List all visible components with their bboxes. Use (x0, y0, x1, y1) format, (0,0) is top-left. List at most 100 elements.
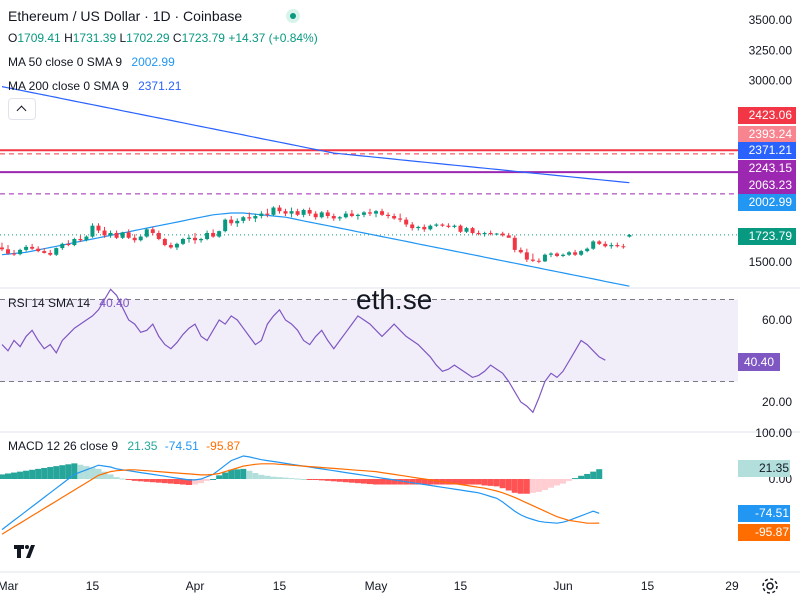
candle-body (253, 216, 258, 219)
macd-value-badge (738, 524, 790, 541)
candle-body (319, 212, 324, 218)
ma50-legend[interactable]: MA 50 close 0 SMA 9 2002.99 (8, 55, 175, 69)
price-label-text: 2371.21 (749, 143, 793, 157)
rsi-value-badge-text: 40.40 (744, 355, 774, 369)
candle-body (500, 233, 505, 236)
ohlc-legend: O1709.41 H1731.39 L1702.29 C1723.79 +14.… (8, 31, 318, 45)
collapse-legend-button[interactable] (8, 98, 36, 120)
time-axis-tick: 15 (273, 579, 287, 593)
candle-body (422, 226, 427, 230)
candle-body (193, 237, 198, 241)
high-label: H (64, 31, 73, 45)
candle-body (386, 214, 391, 217)
macd-histogram-bar (379, 479, 386, 485)
candle-body (132, 237, 137, 241)
candle-body (367, 212, 372, 214)
candle-body (186, 237, 191, 240)
macd-histogram-bar (137, 479, 144, 482)
macd-histogram-bar (155, 479, 162, 483)
time-axis-tick: Jun (553, 579, 572, 593)
candle-body (567, 252, 572, 255)
macd-histogram-bar (264, 475, 271, 479)
macd-histogram-bar (397, 479, 404, 485)
macd-histogram-bar (427, 479, 434, 485)
time-axis-tick: 15 (454, 579, 468, 593)
candle-body (591, 241, 596, 249)
ma50-label: MA 50 close 0 SMA 9 (8, 55, 123, 69)
candle-body (54, 248, 59, 255)
macd-hist-value: 21.35 (127, 439, 158, 453)
macd-histogram-bar (258, 474, 265, 479)
candle-body (434, 224, 439, 226)
symbol-title[interactable]: Ethereum / US Dollar · 1D · Coinbase (8, 8, 243, 24)
macd-histogram-bar (185, 479, 192, 485)
price-label-text: 2002.99 (749, 195, 793, 209)
price-label-badge (738, 107, 796, 124)
macd-histogram-bar (246, 470, 253, 479)
candle-body (78, 239, 83, 241)
macd-label: MACD 12 26 close 9 (8, 439, 119, 453)
macd-histogram-bar (493, 479, 500, 487)
candle-body (120, 232, 125, 238)
macd-histogram-bar (89, 467, 96, 479)
macd-histogram-bar (59, 465, 66, 479)
price-label-badge (738, 160, 796, 177)
macd-histogram-bar (252, 473, 259, 479)
rsi-value: 40.40 (99, 296, 130, 310)
candle-body (150, 229, 155, 233)
price-axis-tick: 3000.00 (749, 74, 793, 88)
macd-histogram-bar (541, 479, 548, 491)
candle-body (48, 252, 53, 255)
macd-histogram-bar (210, 479, 217, 480)
macd-histogram-bar (192, 479, 199, 485)
tradingview-logo-icon[interactable] (10, 538, 40, 564)
macd-histogram-bar (451, 479, 458, 485)
macd-histogram-bar (336, 479, 343, 482)
candle-body (271, 207, 276, 215)
macd-histogram-bar (149, 479, 156, 483)
macd-legend[interactable]: MACD 12 26 close 9 21.35 -74.51 -95.87 (8, 439, 240, 453)
candle-body (585, 248, 590, 252)
candle-body (199, 239, 204, 241)
macd-histogram-bar (554, 479, 561, 486)
macd-histogram-bar (445, 479, 452, 485)
candle-body (579, 251, 584, 255)
candle-body (524, 252, 529, 260)
settings-gear-icon[interactable] (760, 576, 780, 596)
macd-histogram-bar (547, 479, 554, 488)
macd-histogram-bar (409, 479, 416, 485)
macd-histogram-bar (342, 479, 349, 483)
macd-histogram-bar (167, 479, 174, 484)
macd-histogram-bar (487, 479, 494, 486)
candle-body (259, 213, 264, 217)
ma200-legend[interactable]: MA 200 close 0 SMA 9 2371.21 (8, 79, 181, 93)
candle-body (60, 243, 65, 249)
macd-histogram-bar (288, 478, 295, 480)
macd-histogram-bar (584, 473, 591, 479)
candle-body (548, 253, 553, 255)
price-label-text: 2243.15 (749, 161, 793, 175)
candle-body (355, 214, 360, 217)
macd-histogram-bar (324, 479, 331, 481)
rsi-legend[interactable]: RSI 14 SMA 14 40.40 (8, 296, 129, 310)
macd-line (1, 455, 600, 531)
candle-body (0, 247, 4, 250)
candle-body (24, 246, 29, 250)
macd-histogram-bar (228, 469, 235, 479)
macd-value-badge (738, 460, 790, 477)
watermark-text: eth.se (356, 284, 433, 315)
candle-body (247, 217, 252, 219)
candle-body (114, 232, 119, 238)
candle-body (506, 235, 511, 238)
macd-histogram-bar (433, 479, 440, 485)
rsi-value-badge (738, 353, 780, 371)
macd-histogram-bar (385, 479, 392, 485)
macd-histogram-bar (306, 479, 313, 480)
macd-histogram-bar (312, 479, 319, 480)
macd-histogram-bar (234, 469, 241, 479)
candle-body (494, 233, 499, 235)
change-value: +14.37 (+0.84%) (228, 31, 318, 45)
macd-histogram-bar (511, 479, 518, 493)
macd-histogram-bar (107, 474, 114, 479)
